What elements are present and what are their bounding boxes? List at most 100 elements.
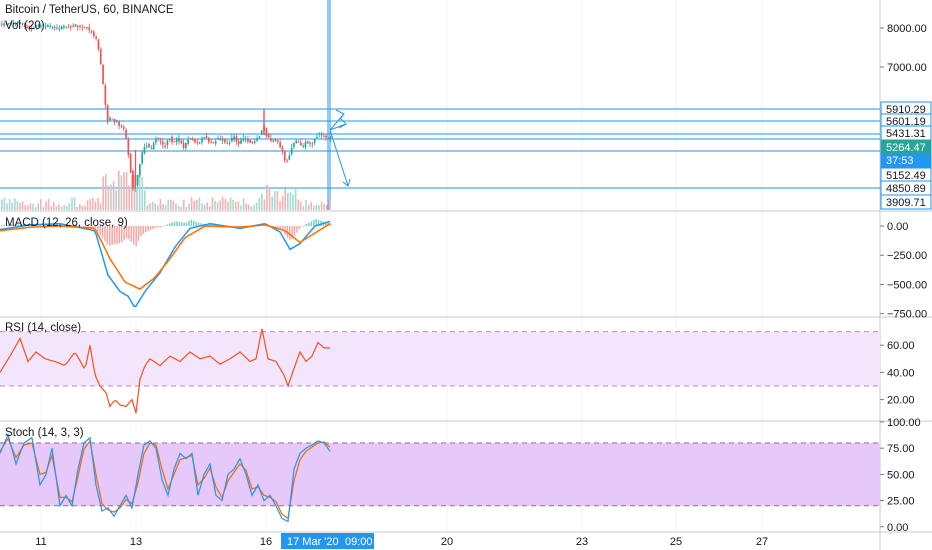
volume-bar	[232, 199, 234, 210]
macd-histogram-bar	[190, 219, 193, 226]
volume-bar	[188, 203, 190, 210]
volume-bar	[11, 202, 13, 210]
price-level-label[interactable]: 5431.31	[886, 128, 926, 140]
macd-histogram-bar	[140, 226, 142, 237]
candle	[194, 139, 196, 143]
rsi-tick-label: 40.00	[887, 367, 915, 379]
macd-histogram-bar	[101, 226, 104, 238]
macd-histogram-bar	[1, 224, 3, 226]
volume-bar	[136, 187, 138, 210]
candle	[254, 141, 256, 143]
volume-bar	[248, 204, 250, 210]
macd-histogram-bar	[137, 226, 140, 242]
candle	[139, 164, 141, 176]
symbol-title[interactable]: Bitcoin / TetherUS, 60, BINANCE	[5, 4, 174, 16]
volume-bar	[92, 197, 94, 210]
price-level-label[interactable]: 5152.49	[886, 170, 926, 182]
macd-histogram-bar	[145, 226, 147, 233]
candle	[224, 139, 226, 143]
volume-bar	[55, 206, 58, 210]
candle	[28, 26, 31, 30]
volume-bar	[131, 175, 133, 210]
volume-bar	[198, 197, 201, 210]
volume-bar	[6, 203, 8, 210]
macd-histogram-bar	[121, 226, 123, 243]
macd-histogram-bar	[53, 223, 56, 226]
candle	[249, 140, 252, 143]
macd-histogram-bar	[166, 224, 169, 226]
volume-bar	[214, 200, 216, 210]
price-level-label[interactable]: 37:53	[886, 155, 914, 167]
volume-bar	[21, 201, 24, 210]
macd-histogram-bar	[20, 224, 22, 227]
candle	[185, 143, 187, 149]
price-level-label[interactable]: 5601.19	[886, 116, 926, 128]
macd-histogram-bar	[128, 226, 130, 239]
projection-arrow[interactable]	[329, 129, 349, 187]
macd-title[interactable]: MACD (12, 26, close, 9)	[5, 217, 128, 229]
candle	[286, 160, 288, 162]
price-level-label[interactable]: 3909.71	[886, 197, 926, 209]
volume-bar	[185, 207, 188, 210]
candle	[175, 139, 178, 142]
candle	[58, 28, 61, 30]
rsi-tick-label: 60.00	[887, 340, 915, 352]
volume-bar	[284, 188, 286, 210]
macd-histogram-bar	[149, 226, 152, 230]
candle	[148, 144, 150, 148]
volume-bar	[27, 205, 29, 210]
candle	[228, 142, 231, 144]
price-level-lines[interactable]	[0, 0, 880, 210]
volume-bar	[250, 206, 253, 210]
signal-line	[0, 223, 331, 290]
time-cursor-badge[interactable]	[281, 533, 374, 549]
volume-bar	[115, 190, 117, 210]
stoch-title[interactable]: Stoch (14, 3, 3)	[5, 427, 84, 439]
candle	[290, 147, 293, 155]
volume-bar	[42, 206, 45, 210]
candle	[316, 137, 318, 138]
rsi-title[interactable]: RSI (14, close)	[5, 322, 82, 334]
macd-histogram-bar	[118, 226, 121, 244]
volume-title[interactable]: Vol (20)	[5, 20, 45, 32]
candle	[56, 27, 58, 29]
candle	[97, 39, 100, 50]
stoch-tick-label: 0.00	[887, 522, 908, 534]
candle	[288, 155, 291, 160]
macd-histogram-bar	[169, 223, 171, 226]
macd-histogram-bar	[123, 226, 125, 240]
volume-bar	[297, 199, 299, 210]
macd-histogram-bar	[3, 224, 5, 226]
macd-histogram-bar	[325, 222, 327, 226]
price-level-label[interactable]: 5910.29	[886, 104, 926, 116]
projection-arrowhead	[342, 178, 351, 187]
macd-histogram-bar	[82, 226, 85, 227]
candle	[90, 30, 93, 32]
volume-bar	[66, 206, 68, 210]
macd-histogram-bar	[303, 225, 305, 227]
volume-bar	[253, 205, 255, 210]
candle	[235, 136, 238, 142]
volume-bar	[175, 203, 177, 210]
volume-bar	[289, 192, 292, 210]
candle	[251, 141, 254, 144]
candle	[86, 27, 88, 29]
candle	[145, 145, 148, 147]
candle	[173, 141, 176, 143]
candle	[109, 117, 111, 120]
candle	[106, 105, 109, 122]
volume-bar	[34, 206, 37, 210]
volume-bar	[76, 206, 78, 210]
volume-bar	[237, 201, 240, 210]
candle	[265, 128, 268, 137]
volume-bar	[206, 202, 208, 210]
candle	[35, 25, 38, 27]
price-level-badge[interactable]	[880, 194, 932, 210]
macd-histogram-bar	[161, 226, 164, 227]
price-level-label[interactable]: 4850.89	[886, 183, 926, 195]
volume-bar	[209, 206, 211, 210]
macd-histogram-bar	[329, 223, 332, 226]
time-axis[interactable]: 11 13 16 20 23 25 27 17 Mar '20 09:00	[35, 533, 768, 549]
